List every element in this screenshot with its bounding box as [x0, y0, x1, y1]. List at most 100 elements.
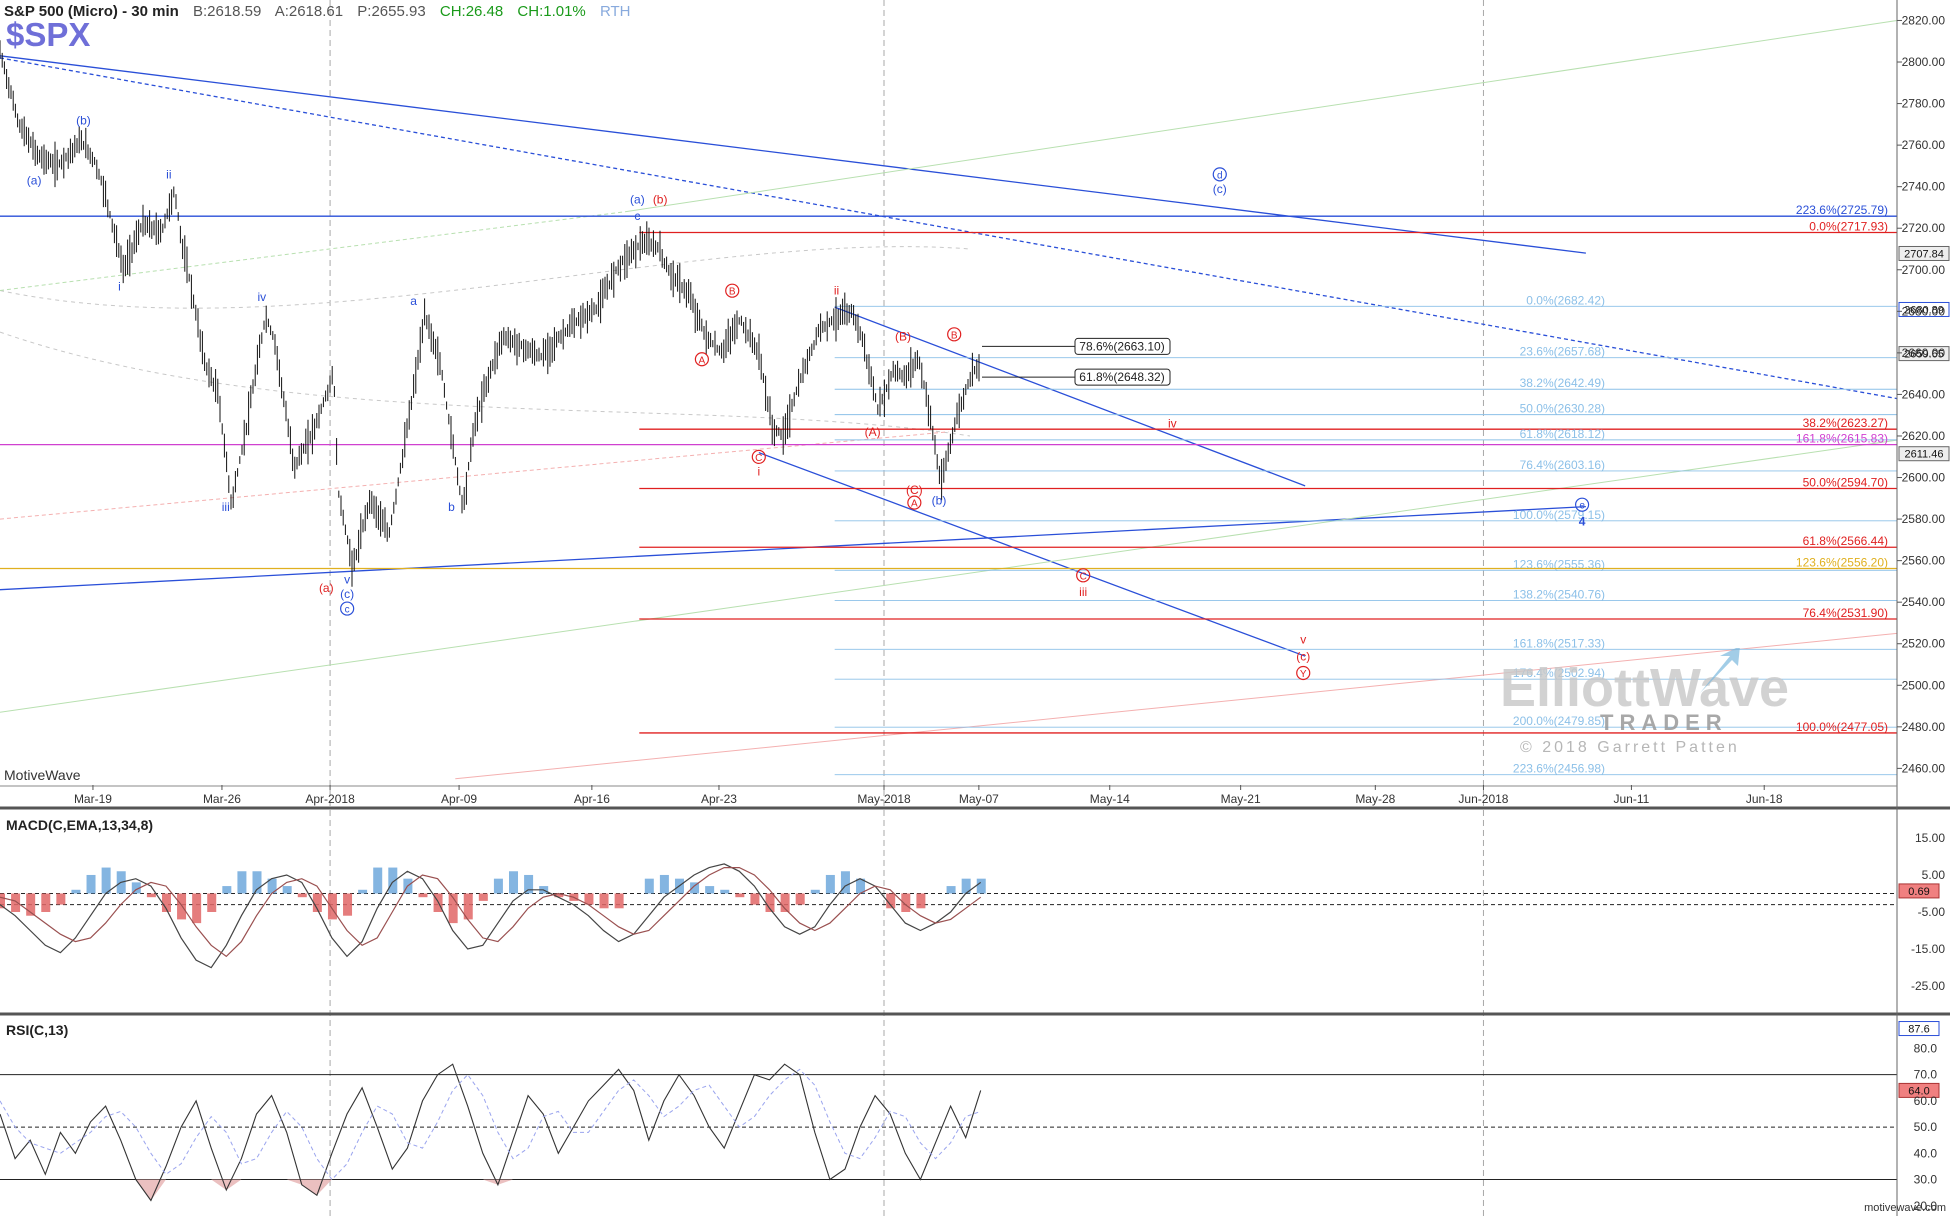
macd-histogram-bar[interactable] [161, 893, 171, 912]
bid-value: B:2618.59 [192, 3, 262, 20]
fib-callout-box[interactable] [1074, 368, 1171, 386]
macd-histogram-bar[interactable] [614, 893, 624, 909]
rsi-value-label: 87.6 [1908, 1024, 1929, 1036]
macd-histogram-bar[interactable] [795, 893, 805, 905]
wave-label: (a) [630, 192, 645, 206]
macd-histogram-bar[interactable] [750, 893, 760, 905]
macd-histogram-bar[interactable] [554, 893, 564, 898]
macd-histogram-bar[interactable] [644, 878, 654, 894]
macd-histogram-bar[interactable] [765, 893, 775, 912]
macd-histogram-bar[interactable] [131, 882, 141, 894]
trendline[interactable] [758, 451, 1306, 657]
macd-histogram-bar[interactable] [207, 893, 217, 912]
macd-histogram-bar[interactable] [886, 893, 896, 909]
fib-level-label: 50.0%(2594.70) [1803, 476, 1888, 490]
time-tick-label: Mar-19 [74, 792, 112, 806]
price-bars[interactable] [0, 40, 980, 587]
macd-histogram-bar[interactable] [41, 893, 51, 912]
wave-label-circle [947, 327, 962, 342]
macd-histogram-bar[interactable] [282, 886, 292, 894]
macd-histogram-bar[interactable] [267, 878, 277, 894]
macd-histogram-bar[interactable] [312, 893, 322, 912]
trendline[interactable] [455, 632, 1898, 780]
macd-histogram-bar[interactable] [961, 878, 971, 894]
macd-histogram-bar[interactable] [11, 893, 21, 912]
trendline[interactable] [0, 211, 627, 292]
trendline[interactable] [0, 439, 1898, 713]
rsi-line-0[interactable] [0, 1063, 982, 1202]
macd-histogram-bar[interactable] [976, 878, 986, 894]
macd-histogram-bar[interactable] [599, 893, 609, 909]
macd-histogram-bar[interactable] [946, 886, 956, 894]
wave-label-circle [340, 601, 355, 616]
macd-histogram-bar[interactable] [448, 893, 458, 924]
macd-histogram-bar[interactable] [26, 893, 36, 916]
trendline[interactable] [834, 306, 1306, 487]
macd-histogram-bar[interactable] [86, 874, 96, 894]
macd-histogram-bar[interactable] [222, 886, 232, 894]
macd-histogram-bar[interactable] [101, 867, 111, 894]
macd-histogram-bar[interactable] [584, 893, 594, 905]
wave-label: iv [1168, 417, 1177, 431]
change-pct-value: CH:1.01% [517, 3, 586, 20]
macd-line-0[interactable] [0, 863, 982, 969]
trendline[interactable] [0, 55, 1586, 254]
macd-line-1[interactable] [0, 867, 982, 958]
price-tick-label: 2480.00 [1902, 720, 1946, 734]
macd-histogram-bar[interactable] [56, 893, 66, 905]
macd-histogram-bar[interactable] [735, 893, 745, 898]
macd-histogram-bar[interactable] [388, 867, 398, 894]
macd-histogram-bar[interactable] [493, 878, 503, 894]
macd-histogram-bar[interactable] [418, 893, 428, 898]
fib-level-label: 38.2%(2642.49) [1520, 376, 1605, 390]
wave-label: (c) [340, 587, 354, 601]
macd-histogram-bar[interactable] [343, 893, 353, 916]
macd-histogram-bar[interactable] [856, 878, 866, 894]
macd-histogram-bar[interactable] [0, 893, 5, 909]
macd-histogram-bar[interactable] [463, 893, 473, 920]
wave-label: e [1579, 501, 1585, 512]
macd-histogram-bar[interactable] [705, 886, 715, 894]
macd-histogram-bar[interactable] [901, 893, 911, 912]
macd-histogram-bar[interactable] [524, 874, 534, 894]
macd-histogram-bar[interactable] [146, 893, 156, 898]
macd-histogram-bar[interactable] [177, 893, 187, 920]
macd-histogram-bar[interactable] [71, 889, 81, 894]
price-tick-label: 2660.00 [1902, 346, 1946, 360]
macd-histogram-bar[interactable] [840, 871, 850, 894]
macd-histogram-bar[interactable] [192, 893, 202, 924]
macd-histogram-bar[interactable] [690, 882, 700, 894]
macd-histogram-bar[interactable] [327, 893, 337, 920]
macd-histogram-bar[interactable] [509, 871, 519, 894]
wave-label: B [951, 330, 958, 341]
fib-callout-box[interactable] [1074, 337, 1171, 355]
macd-histogram-bar[interactable] [659, 874, 669, 894]
macd-histogram-bar[interactable] [720, 889, 730, 894]
trendline[interactable] [0, 57, 1898, 400]
wave-label: iv [257, 290, 266, 304]
rsi-line-1[interactable] [0, 1068, 981, 1181]
wave-label: ii [834, 284, 839, 298]
macd-histogram-bar[interactable] [780, 893, 790, 912]
trendline[interactable] [0, 431, 949, 520]
macd-histogram-bar[interactable] [252, 871, 262, 894]
macd-histogram-bar[interactable] [297, 893, 307, 898]
fib-level-label: 76.4%(2603.16) [1520, 458, 1605, 472]
wave-label: a [410, 294, 417, 308]
price-panel[interactable]: 223.6%(2725.79) 0.0%(2717.93) 0.0%(2682.42… [0, 19, 1950, 780]
macd-histogram-bar[interactable] [810, 889, 820, 894]
fib-level-label: 38.2%(2623.27) [1803, 416, 1888, 430]
macd-histogram-bar[interactable] [358, 889, 368, 894]
wave-label: c [345, 605, 350, 616]
macd-histogram-bar[interactable] [478, 893, 488, 901]
macd-panel[interactable]: 0.69 [0, 863, 1940, 969]
macd-histogram-bar[interactable] [373, 867, 383, 894]
macd-histogram-bar[interactable] [916, 893, 926, 909]
wave-label: i [757, 464, 760, 478]
macd-histogram-bar[interactable] [825, 874, 835, 894]
rsi-panel[interactable]: 87.6 64.0 [0, 1021, 1940, 1202]
trendline[interactable] [625, 19, 1898, 213]
macd-histogram-bar[interactable] [237, 871, 247, 894]
